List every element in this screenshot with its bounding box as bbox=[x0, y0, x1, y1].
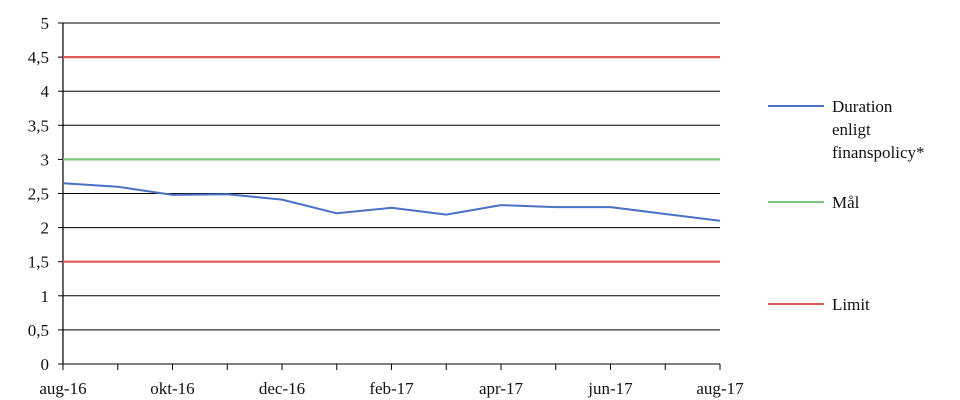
x-tick-label: dec-16 bbox=[259, 379, 305, 398]
y-tick-label: 0 bbox=[41, 355, 50, 374]
y-tick-label: 3,5 bbox=[28, 116, 49, 135]
legend-label: Mål bbox=[832, 193, 860, 212]
series-line-0 bbox=[62, 182, 721, 222]
y-tick-label: 3 bbox=[41, 150, 50, 169]
legend-label: Duration bbox=[832, 97, 893, 116]
x-tick-label: apr-17 bbox=[479, 379, 524, 398]
y-tick-label: 1 bbox=[41, 287, 50, 306]
y-tick-label: 4,5 bbox=[28, 48, 49, 67]
series-lines bbox=[62, 55, 721, 263]
x-tick-label: feb-17 bbox=[369, 379, 414, 398]
axes bbox=[58, 22, 721, 370]
y-tick-label: 5 bbox=[41, 14, 50, 33]
x-tick-label: aug-16 bbox=[39, 379, 86, 398]
y-tick-label: 0,5 bbox=[28, 321, 49, 340]
legend-label: finanspolicy* bbox=[832, 143, 925, 162]
legend: Duration enligt finanspolicy* Mål Limit bbox=[768, 97, 925, 314]
y-tick-label: 4 bbox=[41, 82, 50, 101]
y-tick-label: 2 bbox=[41, 219, 50, 238]
y-tick-label: 2,5 bbox=[28, 185, 49, 204]
legend-label: Limit bbox=[832, 295, 870, 314]
x-tick-label: jun-17 bbox=[587, 379, 633, 398]
legend-label: enligt bbox=[832, 120, 871, 139]
x-tick-label: aug-17 bbox=[696, 379, 744, 398]
y-tick-label: 1,5 bbox=[28, 253, 49, 272]
x-tick-label: okt-16 bbox=[150, 379, 194, 398]
tick-labels: 0 0,5 1 1,5 2 2,5 3 3,5 4 4,5 5 aug-16 okt-16 dec-16 f… bbox=[28, 14, 744, 398]
